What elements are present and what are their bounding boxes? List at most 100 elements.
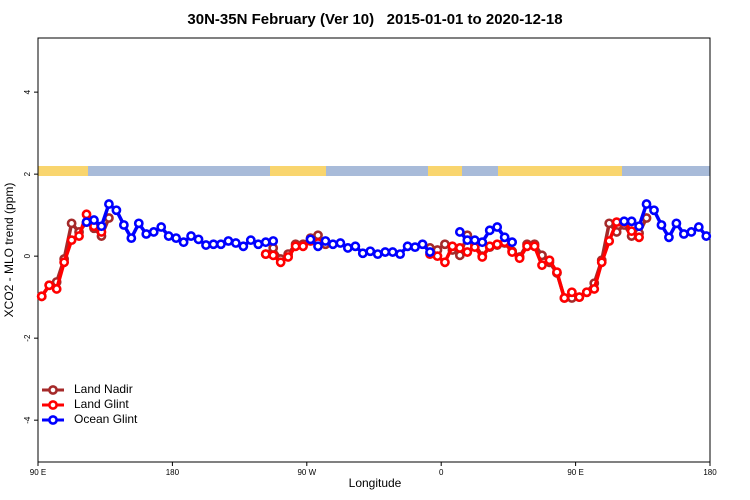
land-segment [428, 166, 462, 176]
data-point [163, 231, 174, 241]
data-point [566, 287, 577, 298]
data-point [66, 218, 77, 229]
data-point [507, 247, 518, 257]
data-point [454, 243, 465, 253]
data-point [171, 233, 182, 244]
data-point [604, 218, 615, 229]
data-point [462, 235, 473, 246]
data-point [544, 255, 555, 266]
data-point [492, 222, 503, 232]
data-point [387, 247, 398, 257]
data-point [686, 227, 697, 237]
data-point [365, 246, 376, 257]
land-segment [38, 166, 88, 176]
data-point [425, 247, 435, 257]
data-point [201, 240, 211, 250]
data-point [678, 229, 689, 239]
legend-label: Land Glint [74, 397, 129, 411]
data-point [335, 238, 346, 248]
data-point [492, 239, 503, 250]
data-point [342, 243, 353, 253]
x-tick-label: 90 E [30, 468, 46, 477]
data-point [313, 230, 323, 241]
data-point [477, 252, 488, 262]
data-point [253, 239, 264, 250]
data-point [59, 257, 70, 268]
data-point [260, 249, 271, 260]
data-point [81, 209, 92, 220]
data-point [111, 205, 122, 216]
land-mask-strip [38, 166, 710, 176]
data-point [380, 247, 391, 257]
ocean-segment [462, 166, 498, 176]
y-tick-label: 2 [23, 171, 32, 176]
data-point [96, 221, 107, 232]
data-point [641, 199, 652, 209]
data-point [701, 231, 712, 241]
data-point [357, 248, 368, 259]
data-point [581, 287, 592, 298]
y-tick-label: -4 [23, 416, 32, 424]
data-point [193, 234, 204, 245]
y-tick-label: 4 [23, 89, 32, 94]
legend-label: Ocean Glint [74, 412, 138, 426]
data-point [74, 231, 84, 241]
legend-label: Land Nadir [74, 382, 133, 396]
data-point [484, 241, 495, 252]
data-point [275, 257, 286, 268]
data-point [514, 253, 525, 264]
data-point [305, 234, 316, 245]
data-point [245, 235, 256, 246]
plot-frame [37, 37, 711, 463]
data-point [141, 229, 152, 239]
x-tick-label: 180 [703, 468, 717, 477]
y-axis-label: XCO2 - MLO trend (ppm) [2, 183, 16, 318]
data-point [320, 236, 331, 246]
data-point [447, 241, 458, 252]
ocean-segment [622, 166, 710, 176]
data-point [268, 236, 279, 246]
data-point [260, 237, 271, 248]
data-point [148, 227, 159, 237]
ocean-segment [326, 166, 428, 176]
data-point [432, 251, 443, 262]
data-point [671, 218, 682, 229]
data-point [186, 231, 196, 241]
data-point [298, 241, 308, 252]
data-point [649, 205, 659, 216]
data-point [104, 199, 114, 209]
ocean-segment [88, 166, 270, 176]
data-point [156, 222, 167, 232]
data-point [440, 257, 450, 268]
data-point [552, 267, 562, 278]
data-point [626, 216, 637, 227]
y-tick-label: 0 [23, 253, 32, 258]
data-point [36, 291, 47, 302]
data-point [656, 220, 667, 230]
data-point [462, 247, 473, 257]
data-point [604, 236, 615, 246]
data-point [290, 241, 301, 252]
data-point [328, 239, 338, 250]
data-point [313, 241, 323, 252]
data-point [634, 221, 644, 232]
data-point [522, 241, 532, 252]
data-point [230, 238, 241, 248]
legend-swatch-marker [48, 400, 58, 410]
x-tick-label: 90 W [297, 468, 316, 477]
data-point [619, 216, 630, 227]
data-point [454, 227, 465, 237]
data-point [477, 237, 488, 248]
data-point [611, 217, 622, 228]
chart-title: 30N-35N February (Ver 10) 2015-01-01 to … [187, 11, 562, 28]
land-segment [270, 166, 326, 176]
data-point [507, 237, 518, 248]
data-point [589, 284, 600, 294]
data-point [178, 237, 189, 248]
data-point [44, 280, 55, 291]
data-point [51, 284, 62, 294]
land-segment [498, 166, 622, 176]
data-point [537, 260, 547, 271]
